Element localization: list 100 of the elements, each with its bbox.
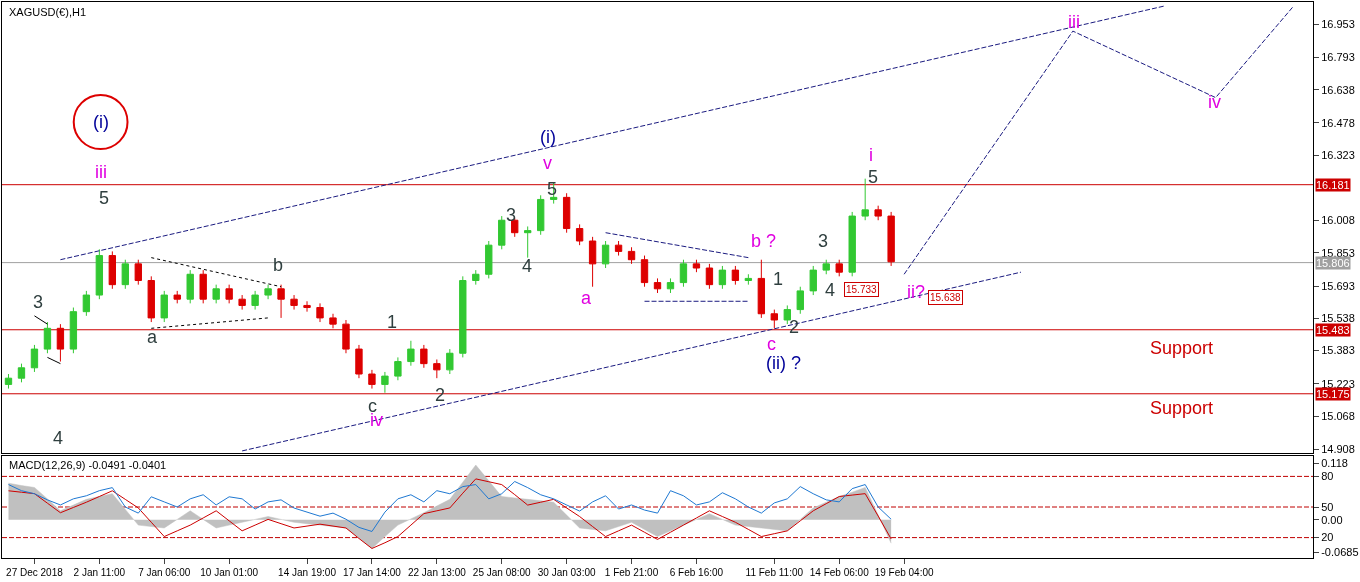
candlestick bbox=[82, 290, 91, 317]
candlestick bbox=[731, 265, 740, 286]
candlestick bbox=[472, 269, 480, 286]
candlestick bbox=[277, 284, 285, 319]
candlestick bbox=[30, 344, 39, 373]
candlestick bbox=[225, 284, 233, 304]
annotation: 3 bbox=[818, 231, 829, 251]
y2-tick-label: 50 bbox=[1321, 500, 1334, 513]
annotation: Support bbox=[1150, 398, 1214, 418]
y-tick-label: 15.538 bbox=[1321, 312, 1355, 325]
y-tick-label: 16.793 bbox=[1321, 51, 1355, 64]
x-tick-label: 22 Jan 13:00 bbox=[407, 567, 467, 578]
candlestick bbox=[601, 240, 610, 269]
x-tick-label: 25 Jan 08:00 bbox=[472, 567, 532, 578]
y-tick-label: 15.223 bbox=[1321, 377, 1355, 390]
x-tick-label: 30 Jan 03:00 bbox=[537, 567, 596, 578]
candlestick bbox=[537, 194, 545, 236]
y-tick-label: 0.00 bbox=[1321, 513, 1343, 526]
candlestick bbox=[43, 321, 52, 354]
candlestick bbox=[524, 225, 532, 259]
candlestick bbox=[394, 356, 402, 381]
candlestick bbox=[17, 363, 26, 383]
y-tick-label: -0.0685 bbox=[1321, 546, 1359, 559]
annotation: 5 bbox=[868, 167, 879, 187]
candlestick bbox=[459, 275, 467, 358]
y-tick-label: 15.383 bbox=[1321, 344, 1355, 357]
candlestick bbox=[303, 300, 311, 313]
annotation: a bbox=[581, 288, 592, 308]
annotation: 15.638 bbox=[930, 292, 962, 303]
y2-tick-label: 20 bbox=[1321, 531, 1334, 544]
annotation: ii? bbox=[907, 282, 926, 302]
ref-line-label: 15.175 bbox=[1316, 388, 1350, 400]
candlestick bbox=[562, 192, 571, 234]
candlestick bbox=[108, 250, 117, 290]
candlestick bbox=[575, 223, 584, 246]
x-tick-label: 7 Jan 06:00 bbox=[138, 567, 191, 578]
candlestick bbox=[212, 284, 220, 304]
annotation: a bbox=[147, 327, 158, 347]
candlestick bbox=[186, 269, 194, 304]
candlestick bbox=[251, 290, 259, 311]
ref-line-label: 15.806 bbox=[1316, 257, 1350, 269]
y-tick-label: 14.908 bbox=[1321, 443, 1355, 456]
candlestick bbox=[4, 373, 13, 390]
candlestick bbox=[56, 323, 65, 363]
chart-title: MACD(12,26,9) -0.0491 -0.0401 bbox=[9, 459, 167, 471]
x-tick-label: 14 Feb 06:00 bbox=[809, 567, 870, 578]
annotation: (ii) ? bbox=[766, 353, 801, 373]
candlestick bbox=[757, 259, 766, 319]
x-tick-label: 6 Feb 16:00 bbox=[669, 567, 724, 578]
annotation: c bbox=[767, 334, 776, 354]
candlestick bbox=[874, 205, 882, 221]
annotation: v bbox=[543, 153, 552, 173]
candlestick bbox=[69, 307, 78, 354]
ref-line-label: 16.181 bbox=[1316, 179, 1350, 191]
x-tick-label: 27 Dec 2018 bbox=[6, 567, 64, 578]
x-tick-label: 2 Jan 11:00 bbox=[73, 567, 126, 578]
candlestick bbox=[238, 294, 246, 311]
annotation: Support bbox=[1150, 338, 1214, 358]
annotation: 5 bbox=[99, 188, 110, 208]
candlestick bbox=[446, 348, 454, 375]
candlestick bbox=[861, 178, 869, 221]
annotation: b bbox=[273, 255, 284, 275]
x-tick-label: 11 Feb 11:00 bbox=[745, 567, 804, 578]
candlestick bbox=[588, 236, 597, 288]
candlestick bbox=[160, 290, 168, 323]
candlestick bbox=[809, 265, 817, 296]
y-tick-label: 16.953 bbox=[1321, 18, 1355, 31]
y-tick-label: 16.323 bbox=[1321, 149, 1355, 162]
candlestick bbox=[290, 294, 298, 311]
ref-line-label: 15.483 bbox=[1316, 324, 1350, 336]
candlestick bbox=[407, 340, 415, 367]
annotation: 3 bbox=[506, 205, 517, 225]
y-tick-label: 15.068 bbox=[1321, 409, 1355, 422]
candlestick bbox=[744, 273, 753, 286]
candlestick bbox=[147, 275, 155, 323]
candlestick bbox=[199, 269, 207, 304]
candlestick bbox=[368, 369, 376, 390]
chart-title: XAGUSD(€),H1 bbox=[9, 6, 87, 18]
annotation: 4 bbox=[825, 280, 836, 300]
candlestick bbox=[134, 259, 142, 286]
y-tick-label: 0.118 bbox=[1321, 457, 1348, 470]
annotation: iii bbox=[95, 162, 107, 182]
annotation: 4 bbox=[53, 428, 64, 448]
candlestick bbox=[835, 259, 843, 277]
x-tick-label: 17 Jan 14:00 bbox=[343, 567, 402, 578]
candlestick bbox=[121, 259, 129, 290]
y-tick-label: 16.478 bbox=[1321, 116, 1355, 129]
candlestick bbox=[679, 259, 688, 288]
candlestick bbox=[692, 259, 701, 273]
y-tick-label: 16.008 bbox=[1321, 214, 1355, 227]
candlestick bbox=[614, 240, 623, 257]
annotation: (i) bbox=[93, 112, 109, 132]
candlestick bbox=[342, 319, 350, 354]
candlestick bbox=[796, 286, 804, 315]
candlestick bbox=[848, 211, 856, 277]
candlestick bbox=[264, 284, 272, 300]
candlestick bbox=[485, 240, 493, 279]
candlestick bbox=[173, 290, 181, 304]
annotation: iii bbox=[1068, 12, 1080, 32]
y-tick-label: 16.638 bbox=[1321, 83, 1355, 96]
